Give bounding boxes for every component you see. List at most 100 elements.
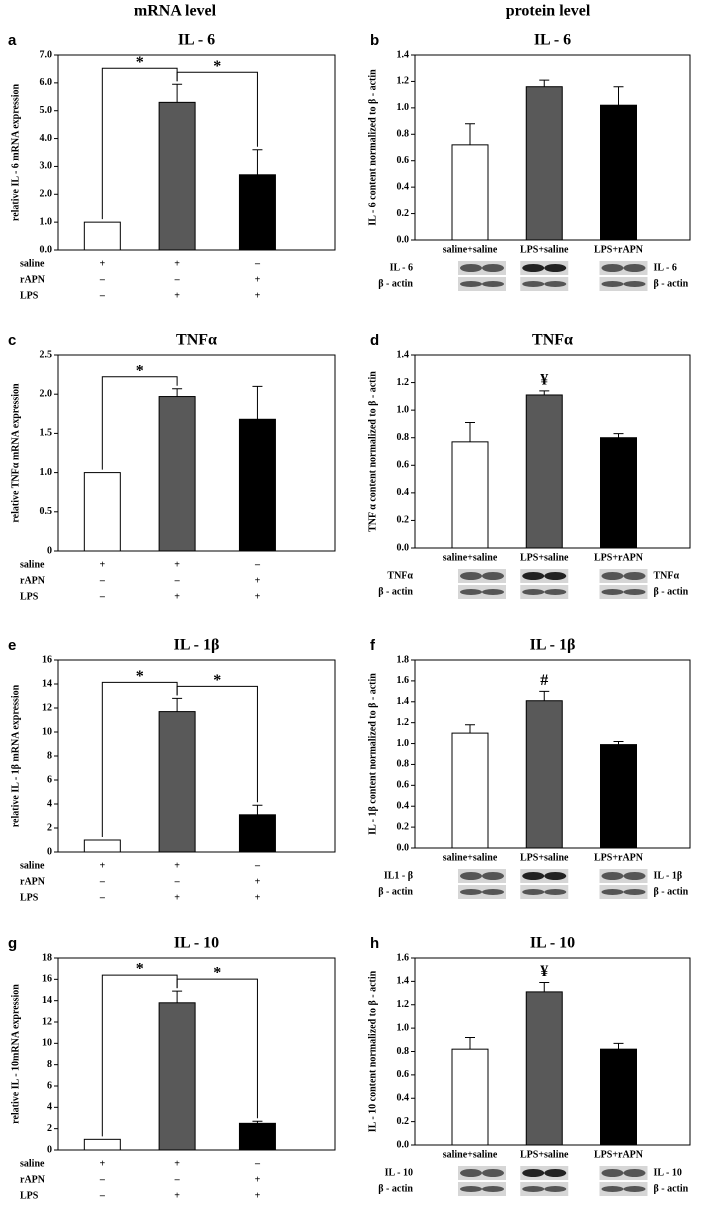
treatment-name: LPS [20,892,39,903]
y-tick-label: 2 [47,1123,52,1134]
y-tick-label: 0.8 [397,759,410,770]
treatment-sign: – [174,274,181,285]
y-tick-label: 1.4 [397,349,410,360]
panel-letter: e [8,637,16,654]
y-tick-label: 1.6 [397,952,410,963]
blot-label: IL - 6 [654,262,677,273]
significance-label: * [213,58,221,75]
bar [525,991,563,1146]
treatment-sign: + [174,1158,180,1169]
treatment-sign: – [99,274,106,285]
bar [238,418,276,552]
treatment-sign: + [255,575,261,586]
error-bar [172,83,183,103]
error-bar [539,79,550,87]
bar [238,174,276,251]
treatment-sign: – [254,258,261,269]
treatment-sign: – [99,290,106,301]
treatment-sign: – [99,892,106,903]
treatment-sign: – [254,1158,261,1169]
error-bar [613,433,624,438]
error-bar [465,123,475,145]
y-tick-label: 4.0 [40,133,53,144]
significance-label: * [213,672,221,689]
panel-letter: d [370,332,379,349]
blot-band [601,264,624,272]
bar [600,1048,637,1146]
y-tick-label: 12 [42,702,52,713]
y-tick-label: 10 [42,1038,52,1049]
blot-band [623,264,646,272]
y-tick-label: 6.0 [40,77,53,88]
y-axis-label: relative IL - 1β mRNA expression [10,684,21,827]
error-bar [252,385,263,420]
blot-band [482,1169,504,1177]
blot-band [601,281,624,287]
significance-label: * [136,961,144,978]
blot-band [522,1169,545,1177]
blot-band [601,1186,624,1192]
panel-title: IL - 1β [530,637,576,654]
error-bar [613,740,624,745]
bar [600,744,637,849]
treatment-sign: – [99,1190,106,1201]
y-axis-label: relative IL - 10mRNA expression [10,984,21,1124]
column-header: mRNA level [134,3,217,20]
blot-band [482,589,504,595]
x-tick-label: saline+saline [443,244,498,255]
y-tick-label: 0.4 [397,801,410,812]
treatment-name: saline [20,559,45,570]
blot-band [460,572,482,580]
treatment-sign: + [99,258,105,269]
blot-band [460,889,482,895]
y-tick-label: 1.0 [397,738,410,749]
y-tick-label: 0.4 [397,1093,410,1104]
blot-label: β - actin [378,586,413,597]
blot-band [623,589,646,595]
y-tick-label: 1.2 [397,377,410,388]
treatment-sign: + [255,274,261,285]
treatment-sign: + [174,559,180,570]
y-tick-label: 0.6 [397,155,410,166]
significance-label: * [213,965,221,982]
treatment-name: rAPN [20,274,46,285]
y-axis-label: IL - 1β content normalized to β - actin [367,673,378,835]
y-axis-label: IL - 6 content normalized to β - actin [367,69,378,226]
y-tick-label: 0.6 [397,460,410,471]
y-tick-label: 0.0 [397,1139,410,1150]
blot-band [460,872,482,880]
y-tick-label: 4 [47,1102,52,1113]
y-tick-label: 1.4 [397,696,410,707]
y-tick-label: 2.5 [40,349,53,360]
significance-bracket [176,685,258,803]
panel-letter: a [8,32,17,49]
plot-frame [57,659,336,853]
x-tick-label: saline+saline [443,1149,498,1160]
y-tick-label: 0.0 [397,234,410,245]
blot-label: β - actin [654,1183,689,1194]
blot-label: β - actin [654,278,689,289]
error-bar [465,1036,475,1050]
y-axis-label: relative IL - 6 mRNA expression [10,84,21,222]
y-tick-label: 7.0 [40,49,53,60]
x-tick-label: LPS+rAPN [594,244,644,255]
x-tick-label: LPS+saline [520,1149,569,1160]
treatment-sign: – [174,876,181,887]
y-tick-label: 0 [47,846,52,857]
blot-band [482,872,504,880]
y-tick-label: 1.0 [40,467,53,478]
y-tick-label: 8 [47,1059,52,1070]
error-bar [539,690,550,701]
blot-band [522,889,545,895]
y-tick-label: 6 [47,1080,52,1091]
y-tick-label: 1.0 [397,102,410,113]
y-tick-label: 12 [42,1016,52,1027]
panel-title: IL - 6 [534,32,571,49]
blot-label: β - actin [654,586,689,597]
blot-band [460,281,482,287]
blot-band [544,264,567,272]
y-tick-label: 0.4 [397,181,410,192]
treatment-sign: – [99,575,106,586]
blot-band [482,281,504,287]
bar [83,1138,121,1151]
